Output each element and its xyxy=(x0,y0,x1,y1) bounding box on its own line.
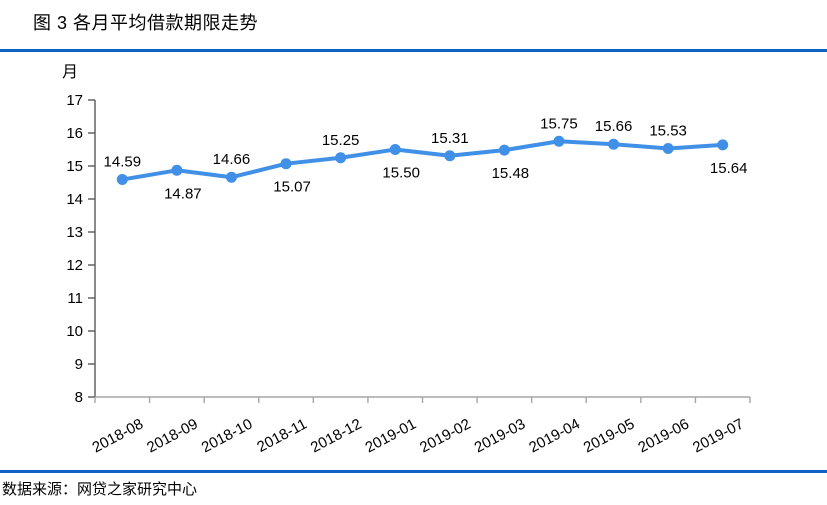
data-point xyxy=(717,139,729,151)
series-line xyxy=(120,139,725,182)
data-point xyxy=(389,144,401,155)
data-label: 15.66 xyxy=(595,118,633,135)
y-axis: 17 16 15 14 13 12 11 10 9 8 xyxy=(66,92,96,406)
y-axis-unit-label: 月 xyxy=(62,64,78,81)
data-label: 15.31 xyxy=(431,130,469,147)
data-point xyxy=(116,174,128,186)
x-tick-label: 2018-12 xyxy=(308,416,365,457)
x-tick-label: 2018-10 xyxy=(199,416,256,457)
data-point xyxy=(498,144,510,156)
x-tick-label: 2019-06 xyxy=(635,416,692,457)
data-label: 15.64 xyxy=(710,160,748,177)
data-point xyxy=(444,150,456,162)
data-label: 15.50 xyxy=(382,165,420,182)
y-tick-label: 15 xyxy=(66,158,83,175)
data-label: 15.25 xyxy=(322,132,360,149)
data-point xyxy=(335,152,347,164)
y-tick-label: 13 xyxy=(66,224,83,241)
data-point xyxy=(280,158,292,170)
x-tick-label: 2019-04 xyxy=(526,416,583,457)
x-tick-label: 2019-01 xyxy=(362,416,419,457)
data-point xyxy=(662,143,674,155)
x-tick-label: 2018-09 xyxy=(144,416,201,457)
x-tick-label: 2019-03 xyxy=(472,416,529,457)
x-tick-label: 2018-08 xyxy=(90,416,147,457)
data-label: 15.75 xyxy=(540,115,578,132)
data-label: 14.66 xyxy=(213,151,251,168)
series-points: 14.59 14.87 14.66 15.07 15.25 15.50 15.31 15.48… xyxy=(104,115,748,202)
chart-title: 图 3 各月平均借款期限走势 xyxy=(33,13,259,33)
y-tick-label: 10 xyxy=(66,323,83,340)
y-tick-label: 11 xyxy=(67,290,83,307)
y-tick-label: 17 xyxy=(66,92,83,109)
x-tick-label: 2019-05 xyxy=(581,416,638,457)
data-label: 15.07 xyxy=(273,179,311,196)
data-point xyxy=(171,164,183,176)
bottom-divider-rule xyxy=(0,470,827,473)
y-tick-label: 16 xyxy=(66,125,83,142)
data-label: 15.48 xyxy=(492,165,530,182)
x-axis: 2018-082018-092018-102018-112018-122019-… xyxy=(90,396,751,457)
x-tick-label: 2019-07 xyxy=(690,416,747,457)
top-divider-rule xyxy=(0,49,827,52)
data-label: 14.87 xyxy=(164,185,202,202)
data-point xyxy=(608,138,620,150)
y-tick-label: 12 xyxy=(66,257,83,274)
x-tick-label: 2018-11 xyxy=(254,416,310,456)
data-label: 14.59 xyxy=(104,154,142,171)
y-tick-label: 8 xyxy=(75,389,83,406)
data-source-note: 数据来源：网贷之家研究中心 xyxy=(2,481,198,498)
data-point xyxy=(225,171,237,183)
y-tick-label: 14 xyxy=(66,191,83,208)
data-label: 15.53 xyxy=(649,123,687,140)
data-point xyxy=(553,135,565,147)
y-tick-label: 9 xyxy=(75,356,83,373)
x-tick-label: 2019-02 xyxy=(417,416,474,457)
